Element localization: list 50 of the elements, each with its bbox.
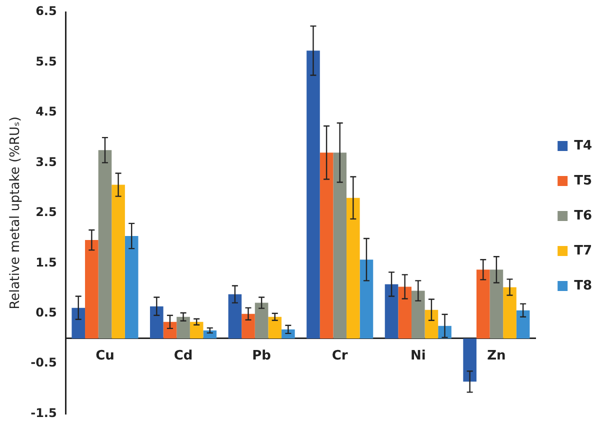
y-tick-label: 6.5 <box>36 4 57 18</box>
bar <box>320 152 334 338</box>
bar <box>228 294 242 338</box>
bar <box>463 338 476 382</box>
y-tick-label: 4.5 <box>36 104 57 119</box>
bar <box>476 270 490 338</box>
legend-label: T5 <box>574 173 592 188</box>
legend-label: T8 <box>574 278 592 294</box>
bar <box>333 152 347 338</box>
bar <box>516 310 530 338</box>
bar <box>360 260 374 338</box>
legend-label: T4 <box>574 138 592 154</box>
x-tick-label: Ni <box>410 348 426 364</box>
bar <box>424 310 438 338</box>
y-axis-title: Relative metal uptake (%RUₛ) <box>8 116 24 310</box>
x-tick-label: Cd <box>174 348 193 364</box>
legend-label: T6 <box>574 208 592 224</box>
bar <box>346 198 360 338</box>
y-tick-label: -0.5 <box>30 356 57 370</box>
y-tick-label: 1.5 <box>36 255 57 270</box>
bar <box>384 284 398 338</box>
y-tick-label: -1.5 <box>30 406 57 420</box>
bar <box>98 150 112 338</box>
legend-label: T7 <box>574 243 592 258</box>
bar <box>150 306 164 338</box>
y-tick-label: 2.5 <box>36 205 57 220</box>
bar <box>242 314 255 338</box>
bar <box>163 322 177 338</box>
bar <box>282 329 295 338</box>
bar <box>72 308 86 338</box>
bar <box>306 50 320 338</box>
y-tick-label: 0.5 <box>36 305 57 320</box>
bar <box>124 236 138 338</box>
bar <box>112 184 125 338</box>
bar <box>85 240 98 338</box>
x-tick-label: Zn <box>487 348 506 364</box>
x-tick-label: Pb <box>252 348 271 364</box>
y-tick-label: 3.5 <box>36 154 57 169</box>
bar <box>490 270 504 338</box>
bar <box>203 330 217 338</box>
bar <box>411 290 425 338</box>
y-tick-label: 5.5 <box>36 54 57 68</box>
x-tick-label: Cu <box>96 348 114 364</box>
bar <box>398 286 412 338</box>
bar <box>254 302 268 338</box>
x-tick-label: Cr <box>332 348 348 364</box>
bar <box>176 316 190 338</box>
bar <box>190 322 204 338</box>
bar <box>268 316 282 338</box>
bar <box>503 287 516 338</box>
